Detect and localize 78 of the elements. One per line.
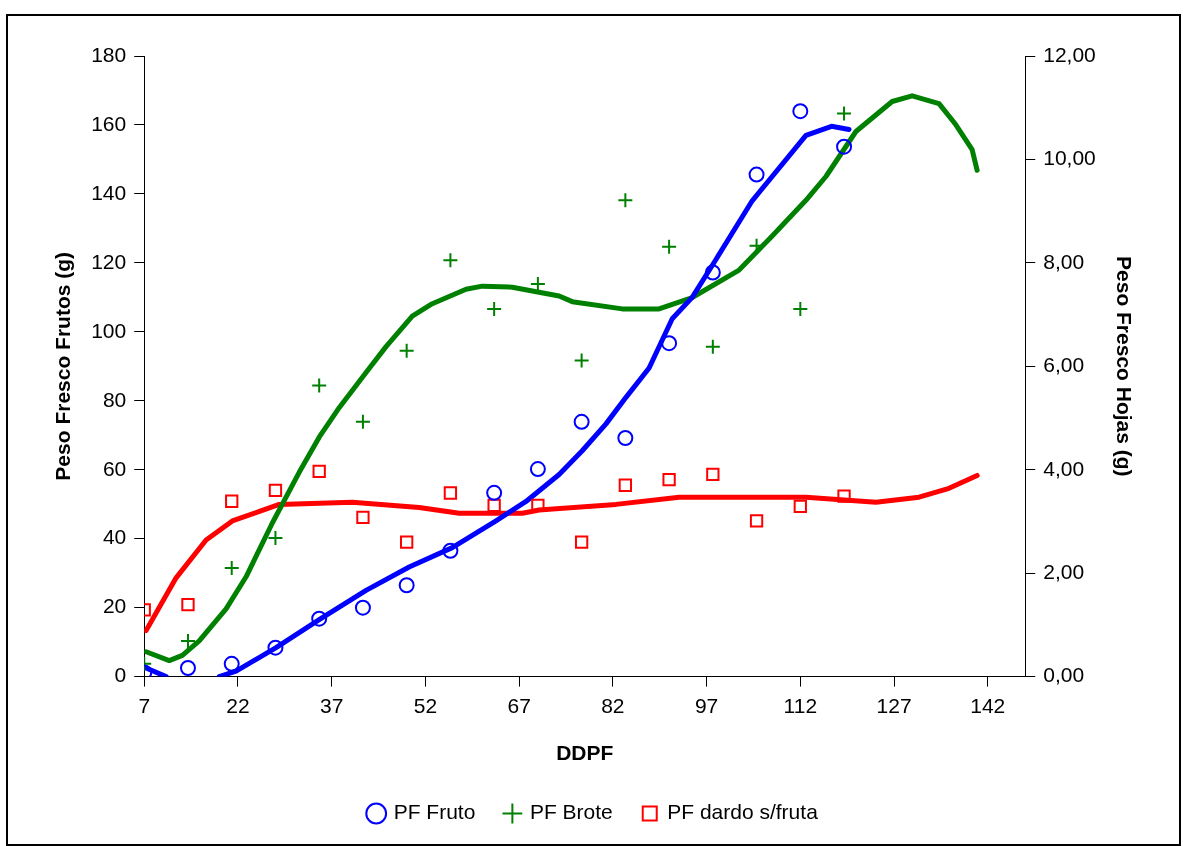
point	[793, 499, 807, 514]
x-tick-label: 112	[783, 694, 818, 717]
point	[179, 659, 196, 676]
x-tick-label: 52	[413, 694, 438, 717]
x-tick-label: 142	[970, 694, 1006, 717]
point	[486, 300, 503, 317]
point	[617, 192, 634, 209]
x-tick-label: 82	[601, 694, 625, 717]
y2-tick-label: 4,00	[1043, 456, 1085, 480]
point	[661, 238, 678, 255]
y-tick-label: 0	[114, 663, 127, 687]
x-tick-label: 127	[876, 694, 912, 717]
point	[181, 598, 195, 612]
y-tick-label: 40	[102, 525, 127, 549]
point	[749, 514, 764, 528]
point	[267, 639, 284, 656]
point	[836, 105, 853, 122]
x-tick-label: 67	[507, 694, 531, 717]
point	[618, 478, 633, 492]
legend-label: PF Fruto	[393, 800, 476, 824]
x-tick-label: 22	[226, 694, 250, 717]
point	[179, 632, 196, 649]
y-tick-label: 140	[91, 180, 127, 204]
point	[223, 560, 240, 576]
point	[311, 610, 328, 627]
point	[398, 342, 415, 359]
x-tick-label: 97	[694, 694, 719, 717]
point	[267, 530, 284, 546]
y-tick-label: 180	[91, 42, 127, 66]
y-tick-label: 120	[91, 249, 127, 273]
point	[223, 655, 240, 672]
point	[792, 300, 809, 317]
point	[748, 166, 765, 183]
point	[354, 599, 371, 616]
x-tick-label: 37	[320, 694, 344, 717]
legend-label: PF dardo s/fruta	[667, 800, 819, 824]
y2-tick-label: 6,00	[1043, 353, 1085, 377]
y2-tick-label: 2,00	[1043, 559, 1085, 583]
point	[312, 464, 326, 478]
x-tick-label: 7	[138, 694, 151, 717]
point	[398, 577, 415, 594]
point	[706, 467, 720, 482]
y2-tick-label: 12,00	[1043, 42, 1096, 66]
point	[486, 484, 503, 501]
point	[225, 494, 239, 508]
point	[443, 486, 458, 500]
y-tick-label: 160	[91, 111, 127, 135]
point	[573, 413, 590, 430]
point	[836, 138, 853, 155]
y2-axis-title: Peso Fresco Hojas (g)	[1112, 256, 1136, 477]
x-axis-title: DDPF	[556, 741, 614, 765]
point	[704, 338, 721, 355]
y-tick-label: 80	[102, 387, 127, 411]
point	[356, 510, 370, 524]
point	[442, 542, 459, 559]
point	[311, 377, 328, 394]
point	[661, 335, 678, 352]
point	[354, 413, 371, 430]
y-tick-label: 100	[91, 318, 127, 342]
point	[400, 535, 414, 549]
y-tick-label: 20	[102, 594, 127, 618]
point	[837, 489, 851, 503]
point	[792, 103, 809, 120]
point	[442, 252, 459, 269]
point	[704, 264, 721, 281]
point	[268, 483, 283, 498]
y2-tick-label: 0,00	[1043, 663, 1085, 687]
y-axis-title: Peso Fresco Frutos (g)	[51, 251, 75, 481]
y-tick-label: 60	[102, 456, 127, 480]
point	[662, 472, 676, 487]
y2-tick-label: 10,00	[1043, 146, 1096, 170]
point	[573, 352, 590, 369]
legend-label: PF Brote	[529, 800, 613, 824]
point	[617, 430, 634, 447]
point	[487, 498, 501, 513]
point	[574, 535, 589, 549]
y2-tick-label: 8,00	[1043, 249, 1085, 273]
point	[529, 461, 546, 478]
